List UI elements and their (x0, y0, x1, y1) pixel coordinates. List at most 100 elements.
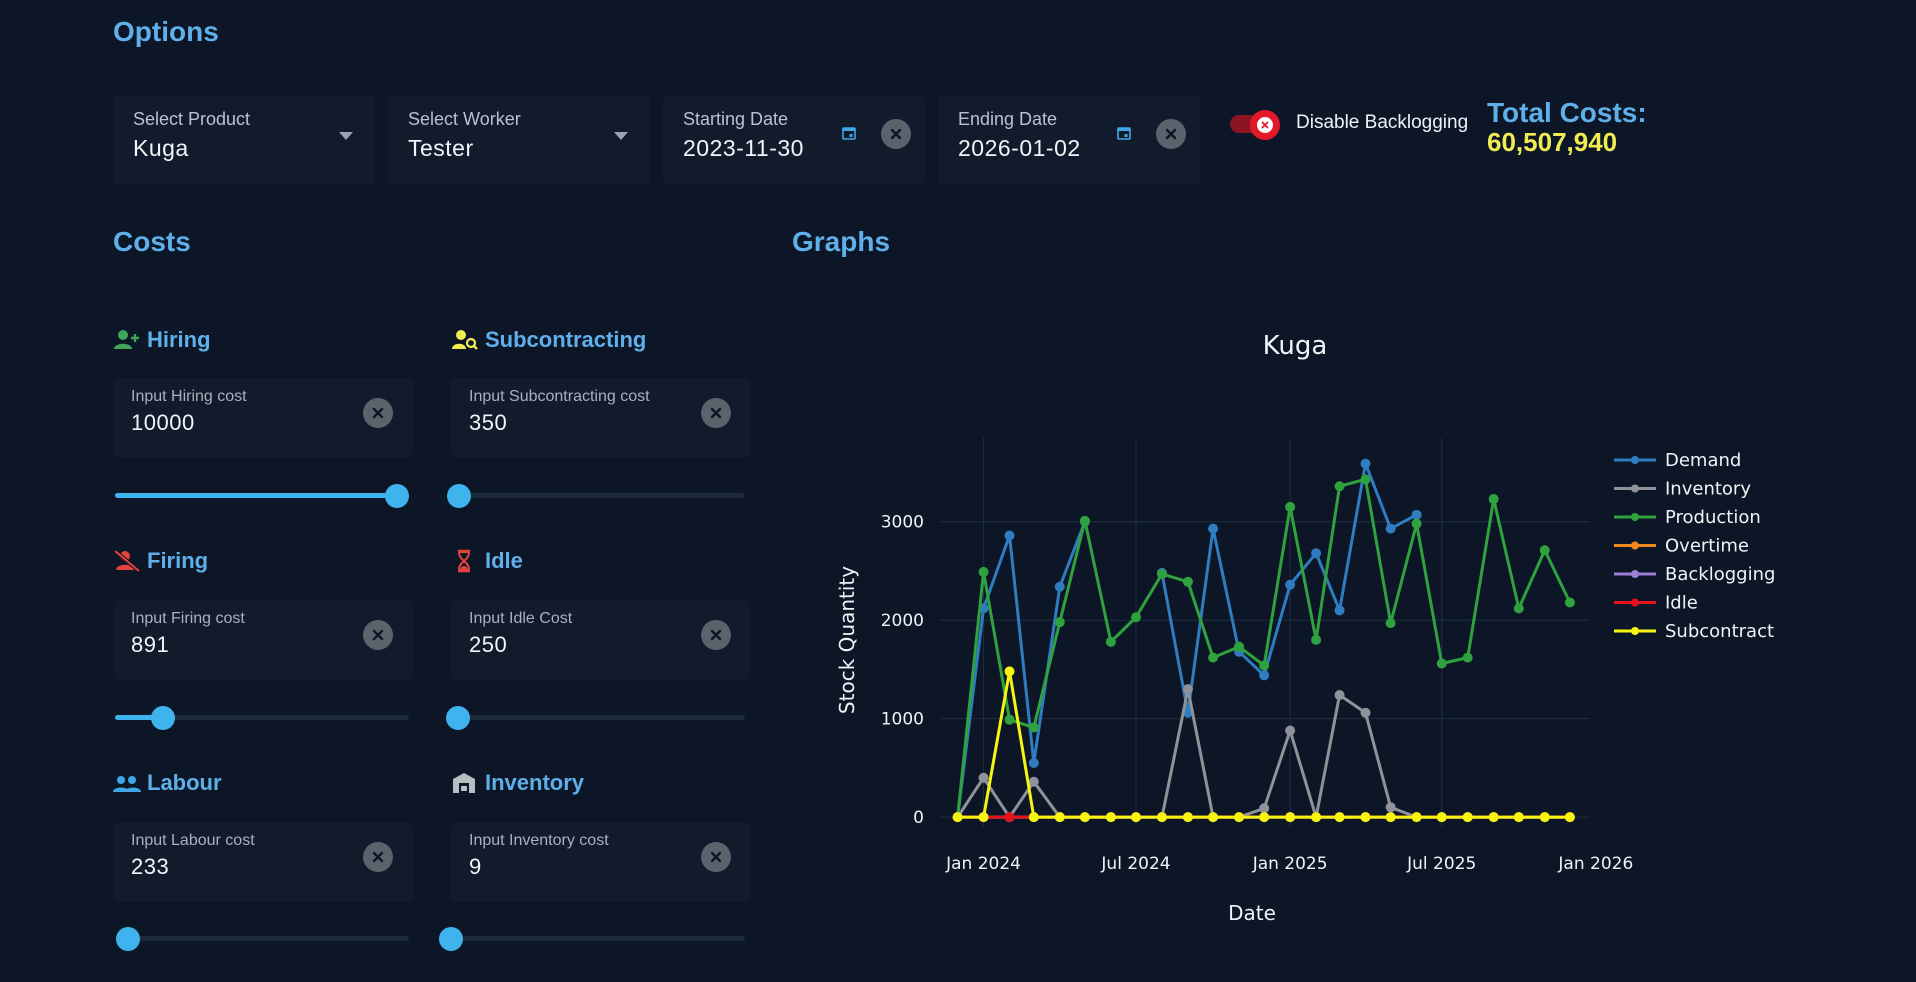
data-point-demand (1285, 579, 1296, 590)
inventory-cost-value[interactable]: 9 (469, 854, 482, 879)
slider-thumb[interactable] (447, 484, 471, 508)
start-date-picker[interactable]: Starting Date 2023-11-30 (663, 95, 925, 185)
data-point-production (1385, 618, 1396, 629)
data-point-subcontract (1208, 812, 1219, 823)
data-point-production (1259, 660, 1270, 671)
data-point-subcontract (1488, 812, 1499, 823)
data-point-subcontract (1285, 812, 1296, 823)
chevron-down-icon[interactable] (614, 132, 628, 140)
legend-label-backlogging: Backlogging (1665, 564, 1775, 585)
firing-cost-value[interactable]: 891 (131, 632, 170, 657)
data-point-production (1054, 617, 1065, 628)
data-point-inventory (1028, 776, 1039, 787)
hiring-cost-label: Input Hiring cost (131, 388, 247, 405)
series-line-inventory (956, 687, 1570, 819)
legend-label-production: Production (1665, 507, 1761, 528)
product-select[interactable]: Select Product Kuga (113, 95, 375, 185)
end-date-value[interactable]: 2026-01-02 (958, 135, 1081, 161)
y-tick-label: 3000 (881, 513, 924, 533)
subcontracting-cost-input[interactable]: Input Subcontracting cost 350 (451, 378, 751, 458)
end-date-picker[interactable]: Ending Date 2026-01-02 (938, 95, 1200, 185)
data-point-demand (1311, 548, 1322, 559)
close-icon (890, 128, 902, 140)
close-icon (710, 851, 722, 863)
data-point-production (1436, 658, 1447, 669)
clear-subcontracting-button[interactable] (701, 398, 731, 428)
slider-thumb[interactable] (150, 706, 175, 730)
clear-idle-button[interactable] (701, 620, 731, 650)
clear-end-date-button[interactable] (1156, 119, 1186, 149)
clear-hiring-button[interactable] (363, 398, 393, 428)
data-point-production (1285, 501, 1296, 512)
x-tick-label: Jul 2024 (1100, 854, 1170, 874)
legend-marker-production (1631, 513, 1639, 521)
firing-slider[interactable] (115, 705, 409, 730)
slider-thumb[interactable] (439, 927, 463, 951)
hourglass-icon (457, 549, 471, 573)
data-point-production (1182, 576, 1193, 587)
inventory-cost-label: Input Inventory cost (469, 832, 609, 849)
labour-cost-value[interactable]: 233 (131, 854, 170, 879)
calendar-icon[interactable] (1116, 125, 1132, 141)
slider-thumb[interactable] (385, 484, 409, 508)
data-point-production (1156, 568, 1167, 579)
idle-slider[interactable] (445, 705, 745, 730)
group-icon (113, 776, 141, 792)
slider-thumb[interactable] (445, 706, 470, 730)
hiring-cost-value[interactable]: 10000 (131, 410, 195, 435)
subcontracting-cost-value[interactable]: 350 (469, 410, 508, 435)
series-line-demand (956, 521, 1087, 818)
backlogging-toggle[interactable] (1230, 110, 1280, 140)
labour-cost-label: Input Labour cost (131, 832, 255, 849)
subcontracting-slider[interactable] (447, 483, 745, 508)
labour-slider[interactable] (115, 926, 409, 951)
chart-x-axis-label: Date (1228, 901, 1276, 925)
data-point-production (1488, 494, 1499, 505)
backlogging-toggle-label[interactable]: Disable Backlogging (1296, 112, 1469, 133)
hiring-slider[interactable] (115, 483, 409, 508)
data-point-subcontract (1564, 812, 1575, 823)
data-point-inventory (1385, 802, 1396, 813)
slider-thumb[interactable] (115, 927, 140, 951)
start-date-value[interactable]: 2023-11-30 (683, 135, 804, 161)
inventory-slider[interactable] (439, 926, 745, 951)
clear-inventory-button[interactable] (701, 842, 731, 872)
clear-firing-button[interactable] (363, 620, 393, 650)
legend-marker-inventory (1631, 484, 1639, 493)
toggle-knob (1250, 110, 1280, 140)
clear-labour-button[interactable] (363, 842, 393, 872)
data-point-demand (1054, 581, 1065, 592)
y-tick-label: 1000 (881, 710, 924, 730)
labour-title-label: Labour (147, 770, 222, 795)
legend-marker-idle (1631, 598, 1639, 607)
person-add-icon (114, 330, 139, 349)
clear-start-date-button[interactable] (881, 119, 911, 149)
labour-cost-input[interactable]: Input Labour cost 233 (113, 822, 413, 902)
data-point-subcontract (1028, 812, 1039, 823)
close-icon (1165, 128, 1177, 140)
inventory-cost-input[interactable]: Input Inventory cost 9 (451, 822, 751, 902)
slider-rail (115, 715, 409, 720)
idle-cost-value[interactable]: 250 (469, 632, 508, 657)
firing-cost-input[interactable]: Input Firing cost 891 (113, 600, 413, 680)
data-point-demand (1334, 605, 1345, 616)
calendar-icon[interactable] (841, 125, 857, 141)
data-point-demand (1028, 757, 1039, 768)
chevron-down-icon[interactable] (339, 132, 353, 140)
idle-cost-input[interactable]: Input Idle Cost 250 (451, 600, 751, 680)
legend-label-subcontract: Subcontract (1665, 621, 1774, 642)
slider-rail (459, 493, 745, 498)
firing-title-label: Firing (147, 548, 209, 573)
data-point-production (1311, 634, 1322, 645)
data-point-production (1004, 714, 1015, 725)
idle-title-label: Idle (485, 548, 523, 573)
data-point-subcontract (1131, 812, 1142, 823)
hiring-cost-input[interactable]: Input Hiring cost 10000 (113, 378, 413, 458)
data-point-production (1360, 474, 1371, 485)
worker-select[interactable]: Select Worker Tester (388, 95, 650, 185)
legend-marker-demand (1631, 456, 1639, 464)
data-point-demand (1411, 509, 1422, 520)
subcontracting-title-label: Subcontracting (485, 327, 647, 352)
data-point-subcontract (1462, 812, 1473, 823)
close-icon (710, 629, 722, 641)
